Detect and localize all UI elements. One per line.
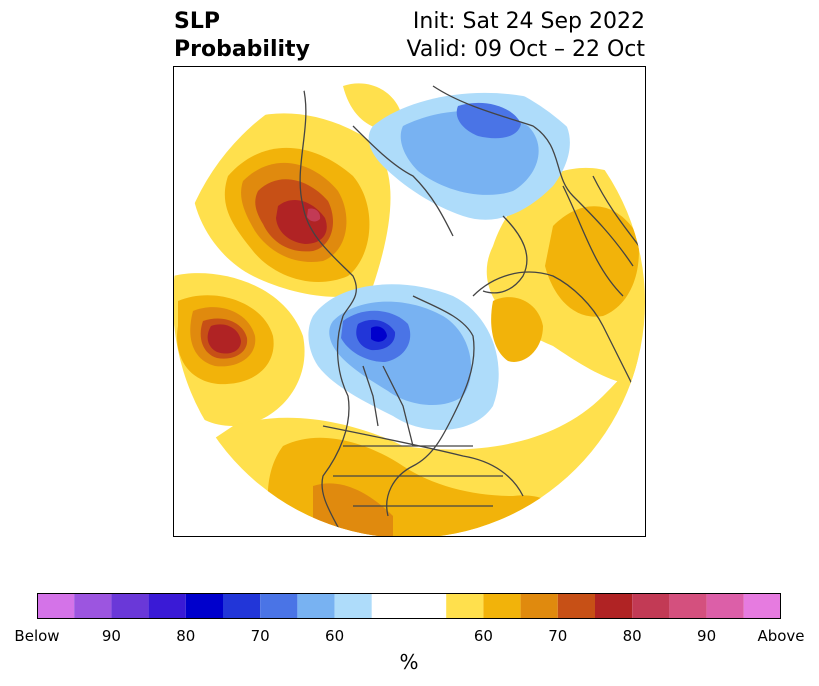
colorbar-swatch bbox=[74, 593, 112, 619]
colorbar-swatch bbox=[334, 593, 372, 619]
colorbar-swatch bbox=[260, 593, 298, 619]
colorbar-swatch bbox=[37, 593, 75, 619]
colorbar-swatch bbox=[743, 593, 781, 619]
colorbar-swatch bbox=[111, 593, 149, 619]
colorbar-swatch bbox=[557, 593, 595, 619]
title-variable-line1: SLP bbox=[174, 9, 220, 34]
colorbar-tick-label: Above bbox=[757, 627, 805, 645]
colorbar-swatch bbox=[669, 593, 707, 619]
colorbar-swatch bbox=[185, 593, 223, 619]
title-variable: SLP Probability bbox=[174, 8, 310, 64]
colorbar-swatch bbox=[595, 593, 633, 619]
title-dates: Init: Sat 24 Sep 2022 Valid: 09 Oct – 22… bbox=[407, 8, 645, 64]
colorbar-tick-label: 70 bbox=[250, 627, 270, 645]
colorbar-swatch bbox=[223, 593, 261, 619]
colorbar-tick-label: 80 bbox=[622, 627, 642, 645]
colorbar bbox=[37, 593, 781, 619]
probability-field bbox=[173, 83, 645, 537]
colorbar-swatch bbox=[297, 593, 335, 619]
colorbar-tick-label: 70 bbox=[548, 627, 568, 645]
colorbar-swatch bbox=[446, 593, 484, 619]
colorbar-tick-label: 60 bbox=[473, 627, 493, 645]
valid-range: Valid: 09 Oct – 22 Oct bbox=[406, 37, 645, 62]
colorbar-swatch bbox=[371, 593, 447, 619]
colorbar-tick-label: 90 bbox=[101, 627, 121, 645]
colorbar-tick-label: 80 bbox=[176, 627, 196, 645]
colorbar-swatch bbox=[632, 593, 670, 619]
probability-map bbox=[173, 66, 646, 537]
colorbar-swatches bbox=[37, 593, 781, 619]
colorbar-swatch bbox=[483, 593, 521, 619]
colorbar-swatch bbox=[148, 593, 186, 619]
colorbar-tick-label: 60 bbox=[325, 627, 345, 645]
colorbar-tick-label: 90 bbox=[697, 627, 717, 645]
init-date: Init: Sat 24 Sep 2022 bbox=[412, 9, 645, 34]
colorbar-border bbox=[37, 593, 781, 619]
colorbar-unit-label: % bbox=[399, 650, 419, 674]
title-variable-line2: Probability bbox=[174, 37, 310, 62]
colorbar-swatch bbox=[520, 593, 558, 619]
colorbar-tick-label: Below bbox=[14, 627, 60, 645]
colorbar-swatch bbox=[706, 593, 744, 619]
coastlines bbox=[299, 85, 645, 537]
